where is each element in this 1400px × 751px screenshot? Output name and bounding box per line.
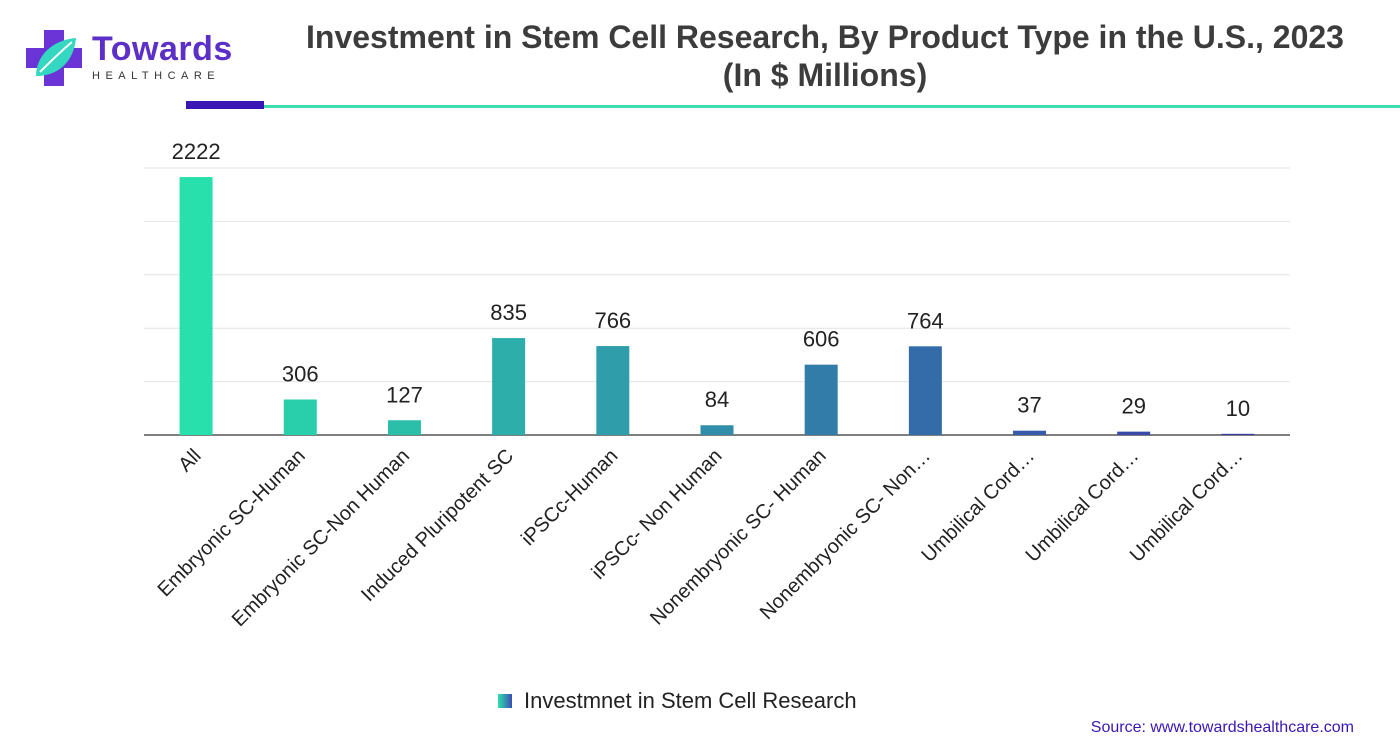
bar (492, 338, 526, 435)
data-label: 766 (594, 308, 631, 333)
source-text: Source: www.towardshealthcare.com (1090, 719, 1354, 736)
data-label: 127 (386, 382, 423, 407)
title-rule (264, 105, 1400, 108)
data-labels: 2222 306 127 835 766 84 606 764 37 29 10 (172, 139, 1251, 421)
data-label: 306 (282, 361, 319, 386)
data-label: 84 (705, 387, 729, 412)
bars (179, 177, 1255, 435)
x-tick-label: iPSCc-Human (517, 445, 622, 550)
bar (1221, 433, 1255, 435)
x-tick-label: Embryonic SC-Non Human (228, 445, 414, 631)
towards-healthcare-logo: Towards HEALTHCARE (22, 26, 242, 90)
legend-label: Investmnet in Stem Cell Research (524, 688, 857, 713)
bar (1117, 431, 1151, 435)
bar (283, 399, 317, 435)
logo-name: Towards (92, 30, 233, 68)
bar (596, 346, 630, 435)
medical-cross-leaf-icon (26, 30, 82, 86)
x-tick-label: All (174, 445, 205, 476)
legend-swatch (498, 694, 512, 708)
data-label: 29 (1121, 394, 1145, 419)
chart-title: Investment in Stem Cell Research, By Pro… (306, 19, 1344, 93)
bar (700, 425, 734, 435)
bar (387, 420, 421, 435)
x-tick-label: Nonembryonic SC- Non… (756, 445, 935, 624)
bar (804, 364, 838, 435)
x-tick-label: Umbilical Cord… (917, 445, 1039, 567)
legend: Investmnet in Stem Cell Research (498, 688, 857, 714)
x-tick-label: Nonembryonic SC- Human (646, 445, 831, 630)
data-label: 764 (907, 308, 944, 333)
gridlines (144, 167, 1290, 436)
data-label: 10 (1226, 396, 1250, 421)
data-label: 606 (803, 327, 840, 352)
title-rule-accent (186, 101, 264, 109)
bar (908, 346, 942, 435)
bar (179, 177, 213, 435)
data-label: 2222 (172, 139, 221, 164)
x-tick-label: Umbilical Cord… (1126, 445, 1248, 567)
x-tick-label: Umbilical Cord… (1022, 445, 1144, 567)
data-label: 37 (1017, 393, 1041, 418)
bar (1013, 430, 1047, 435)
data-label: 835 (490, 300, 527, 325)
logo-subtitle: HEALTHCARE (92, 70, 221, 82)
